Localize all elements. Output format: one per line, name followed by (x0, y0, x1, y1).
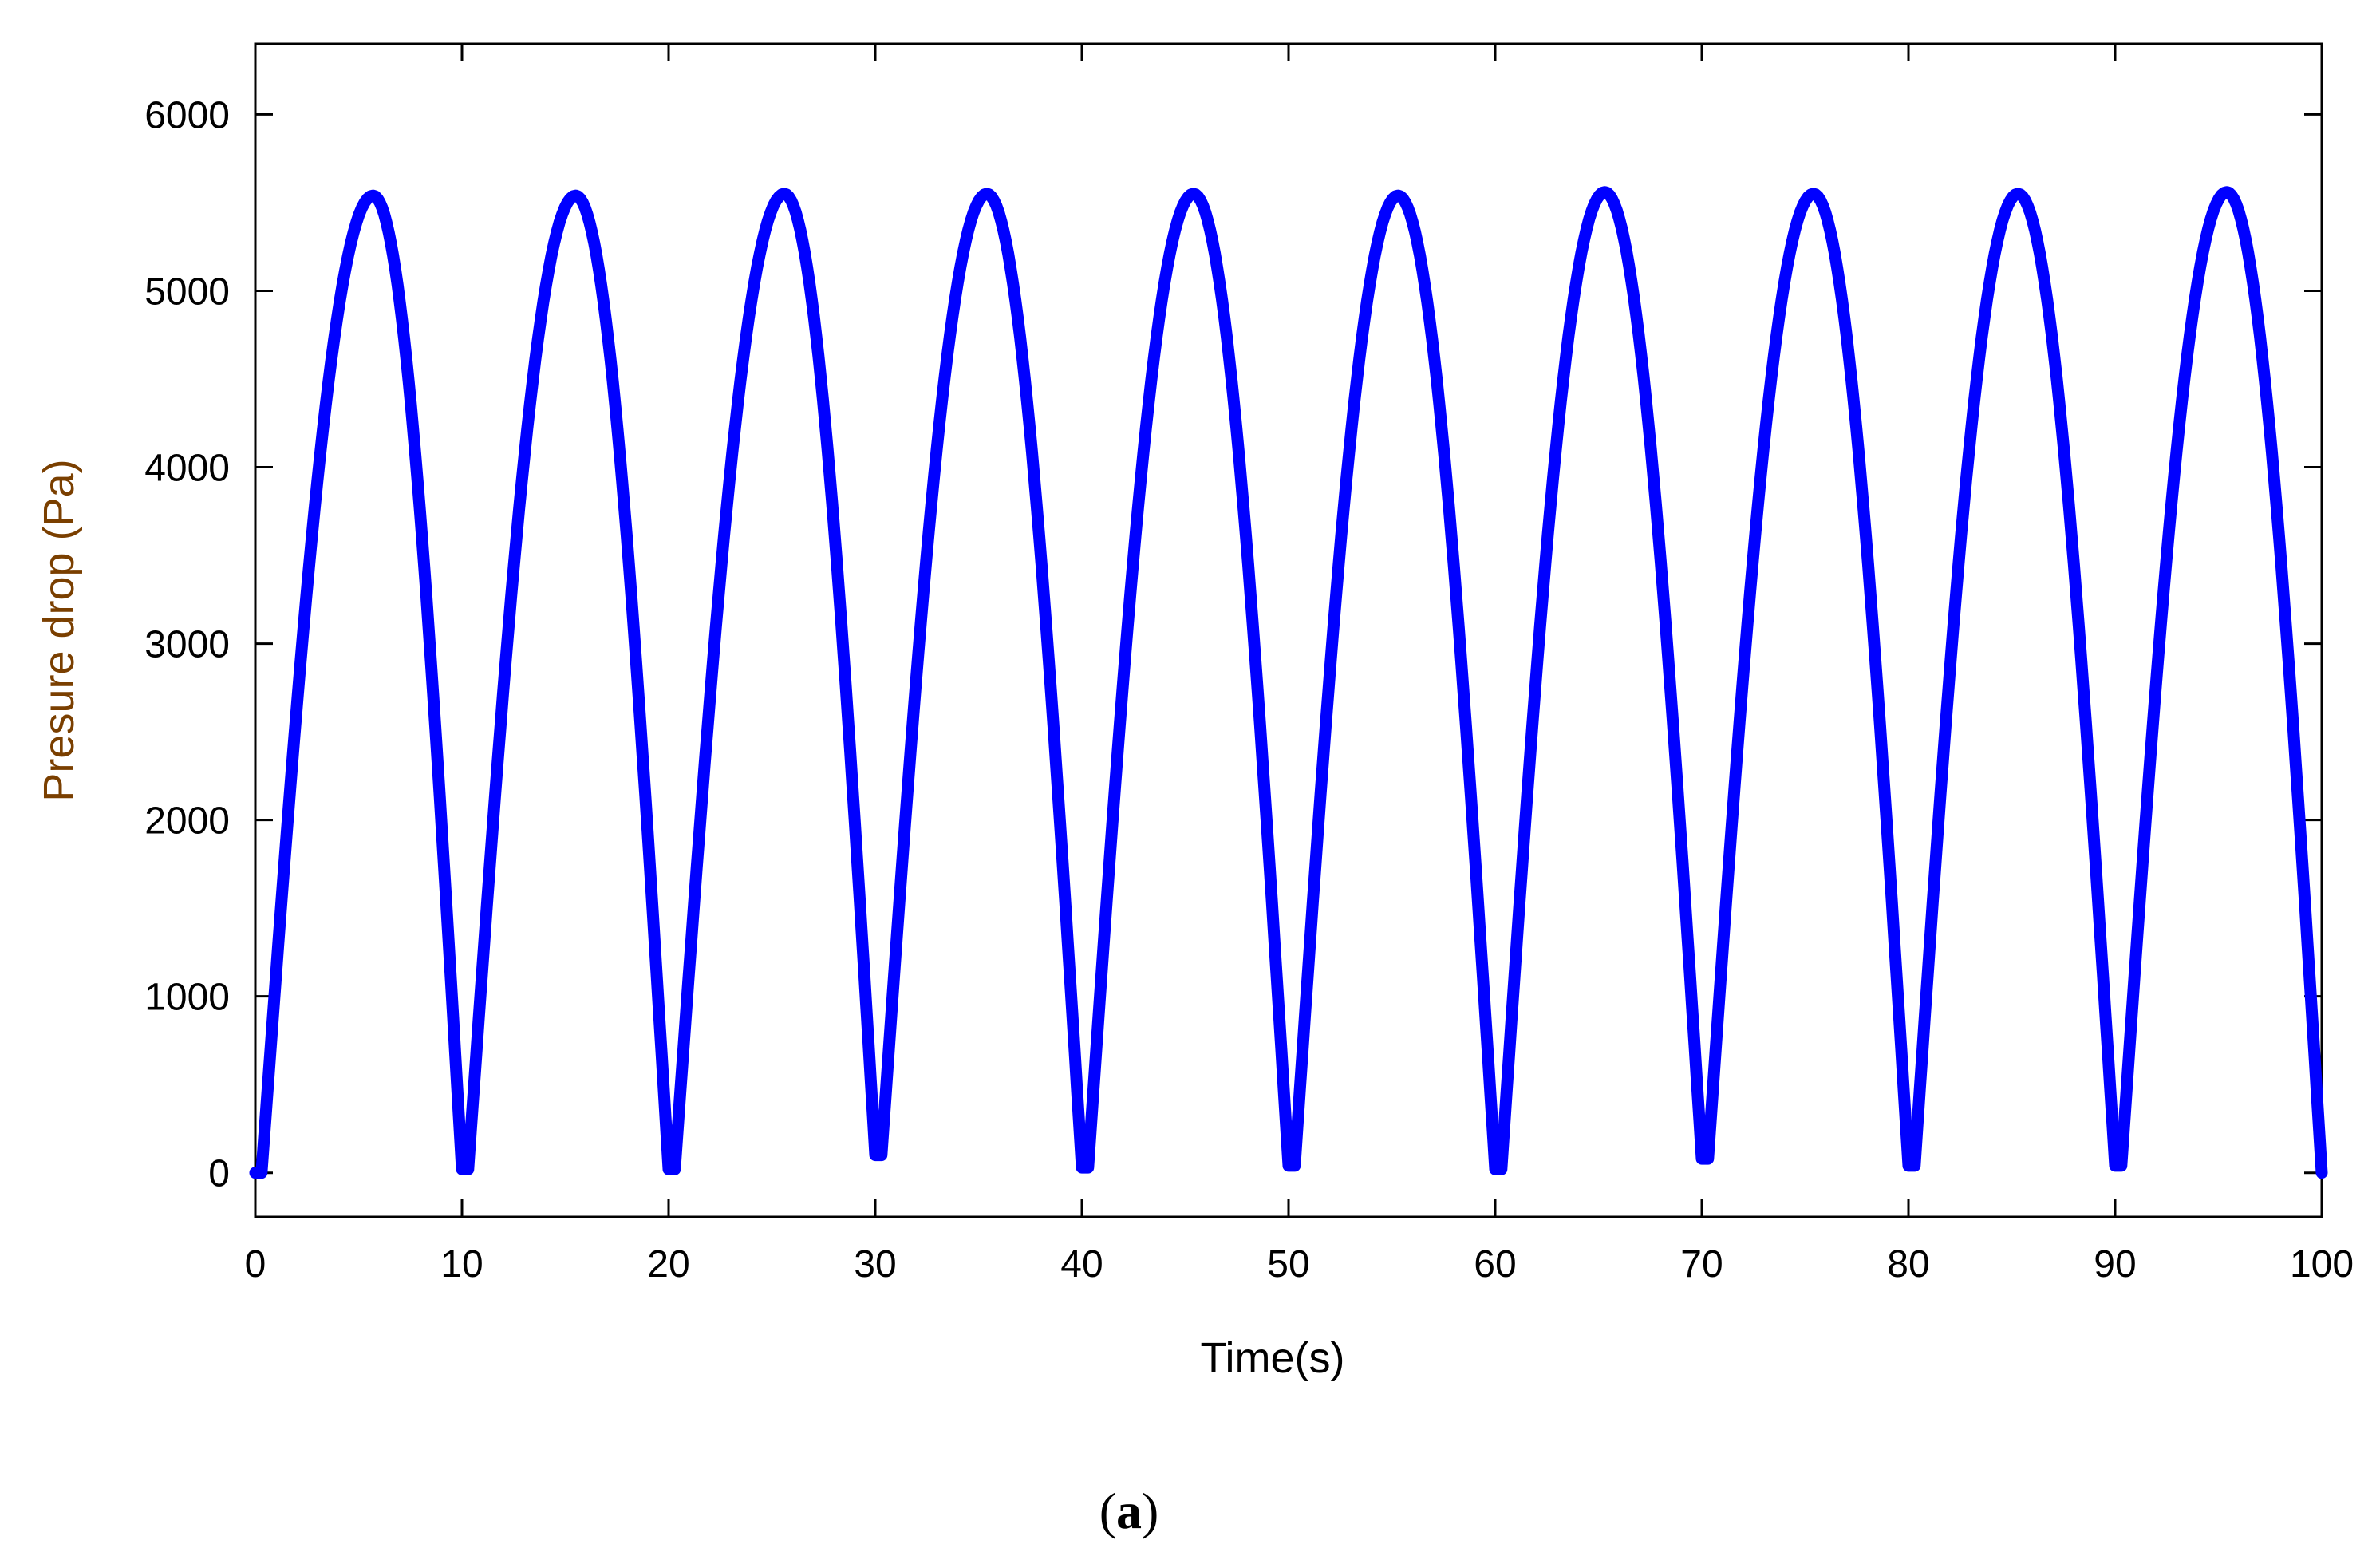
plot-area (254, 42, 2323, 1218)
y-tick-label-1000: 1000 (144, 977, 230, 1019)
x-tick-label-40: 40 (1060, 1243, 1103, 1285)
x-tick-label-60: 60 (1474, 1243, 1516, 1285)
y-tick-label-3000: 3000 (144, 624, 230, 666)
y-tick-label-4000: 4000 (144, 448, 230, 490)
x-tick-label-30: 30 (854, 1243, 896, 1285)
axis-ticks (254, 44, 2323, 1217)
y-tick-label-0: 0 (208, 1153, 230, 1195)
y-tick-labels: 0 1000 2000 3000 4000 5000 6000 (144, 94, 230, 1195)
x-tick-label-20: 20 (647, 1243, 689, 1285)
y-tick-label-2000: 2000 (144, 800, 230, 843)
x-tick-label-50: 50 (1267, 1243, 1309, 1285)
x-tick-labels: 0 10 20 30 40 50 60 70 80 90 100 (245, 1243, 2354, 1285)
panel-label-close: ) (1142, 1483, 1158, 1539)
x-tick-label-70: 70 (1680, 1243, 1723, 1285)
panel-label-open: ( (1099, 1483, 1116, 1539)
series-line-pressure-drop (249, 186, 2328, 1179)
x-tick-label-10: 10 (440, 1243, 483, 1285)
x-tick-label-100: 100 (2290, 1243, 2354, 1285)
x-tick-label-0: 0 (245, 1243, 266, 1285)
panel-label-letter: a (1116, 1483, 1142, 1539)
x-tick-label-80: 80 (1887, 1243, 1929, 1285)
y-axis-title: Presure drop (Pa) (35, 459, 83, 801)
x-tick-label-90: 90 (2094, 1243, 2136, 1285)
x-axis-title: Time(s) (1201, 1334, 1345, 1382)
y-tick-label-5000: 5000 (144, 271, 230, 313)
y-tick-label-6000: 6000 (144, 94, 230, 136)
panel-label: (a) (1099, 1483, 1159, 1539)
